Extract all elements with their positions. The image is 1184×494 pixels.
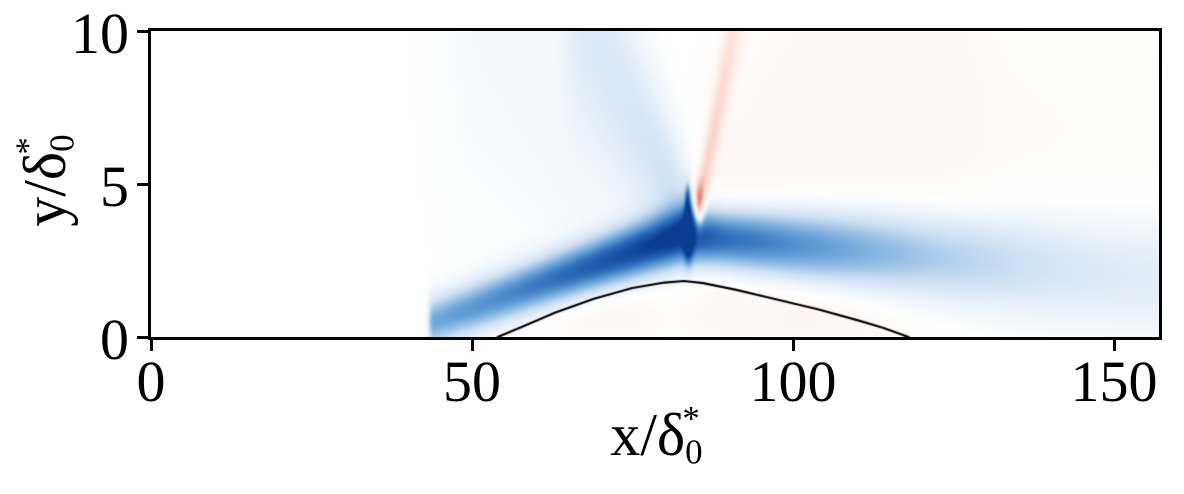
x-axis-label-superscript: * [682, 399, 700, 438]
x-tick-label: 100 [749, 349, 837, 414]
plot-area [148, 28, 1162, 340]
x-tick-mark [149, 340, 153, 351]
x-tick-mark [470, 340, 474, 351]
y-axis-label: y/δ0* [8, 134, 82, 227]
y-axis-label-subscript: 0 [42, 134, 82, 152]
y-tick-mark [137, 335, 148, 339]
x-tick-label: 50 [443, 349, 502, 414]
x-tick-mark [791, 340, 795, 351]
y-axis-label-superscript: * [8, 137, 48, 155]
y-tick-label: 5 [100, 154, 129, 219]
x-axis-label-text: x/δ [610, 402, 686, 469]
y-tick-label: 0 [100, 307, 129, 372]
y-tick-mark [137, 182, 148, 186]
y-tick-mark [137, 29, 148, 33]
x-axis-label-subscript: 0 [685, 432, 703, 472]
x-tick-mark [1112, 340, 1116, 351]
x-tick-label: 150 [1070, 349, 1158, 414]
x-tick-label: 0 [136, 349, 166, 414]
heatmap-canvas [151, 31, 1159, 337]
x-axis-label: x/δ0* [610, 399, 703, 472]
y-axis-label-text: y/δ [11, 151, 78, 227]
y-tick-label: 10 [71, 1, 129, 66]
